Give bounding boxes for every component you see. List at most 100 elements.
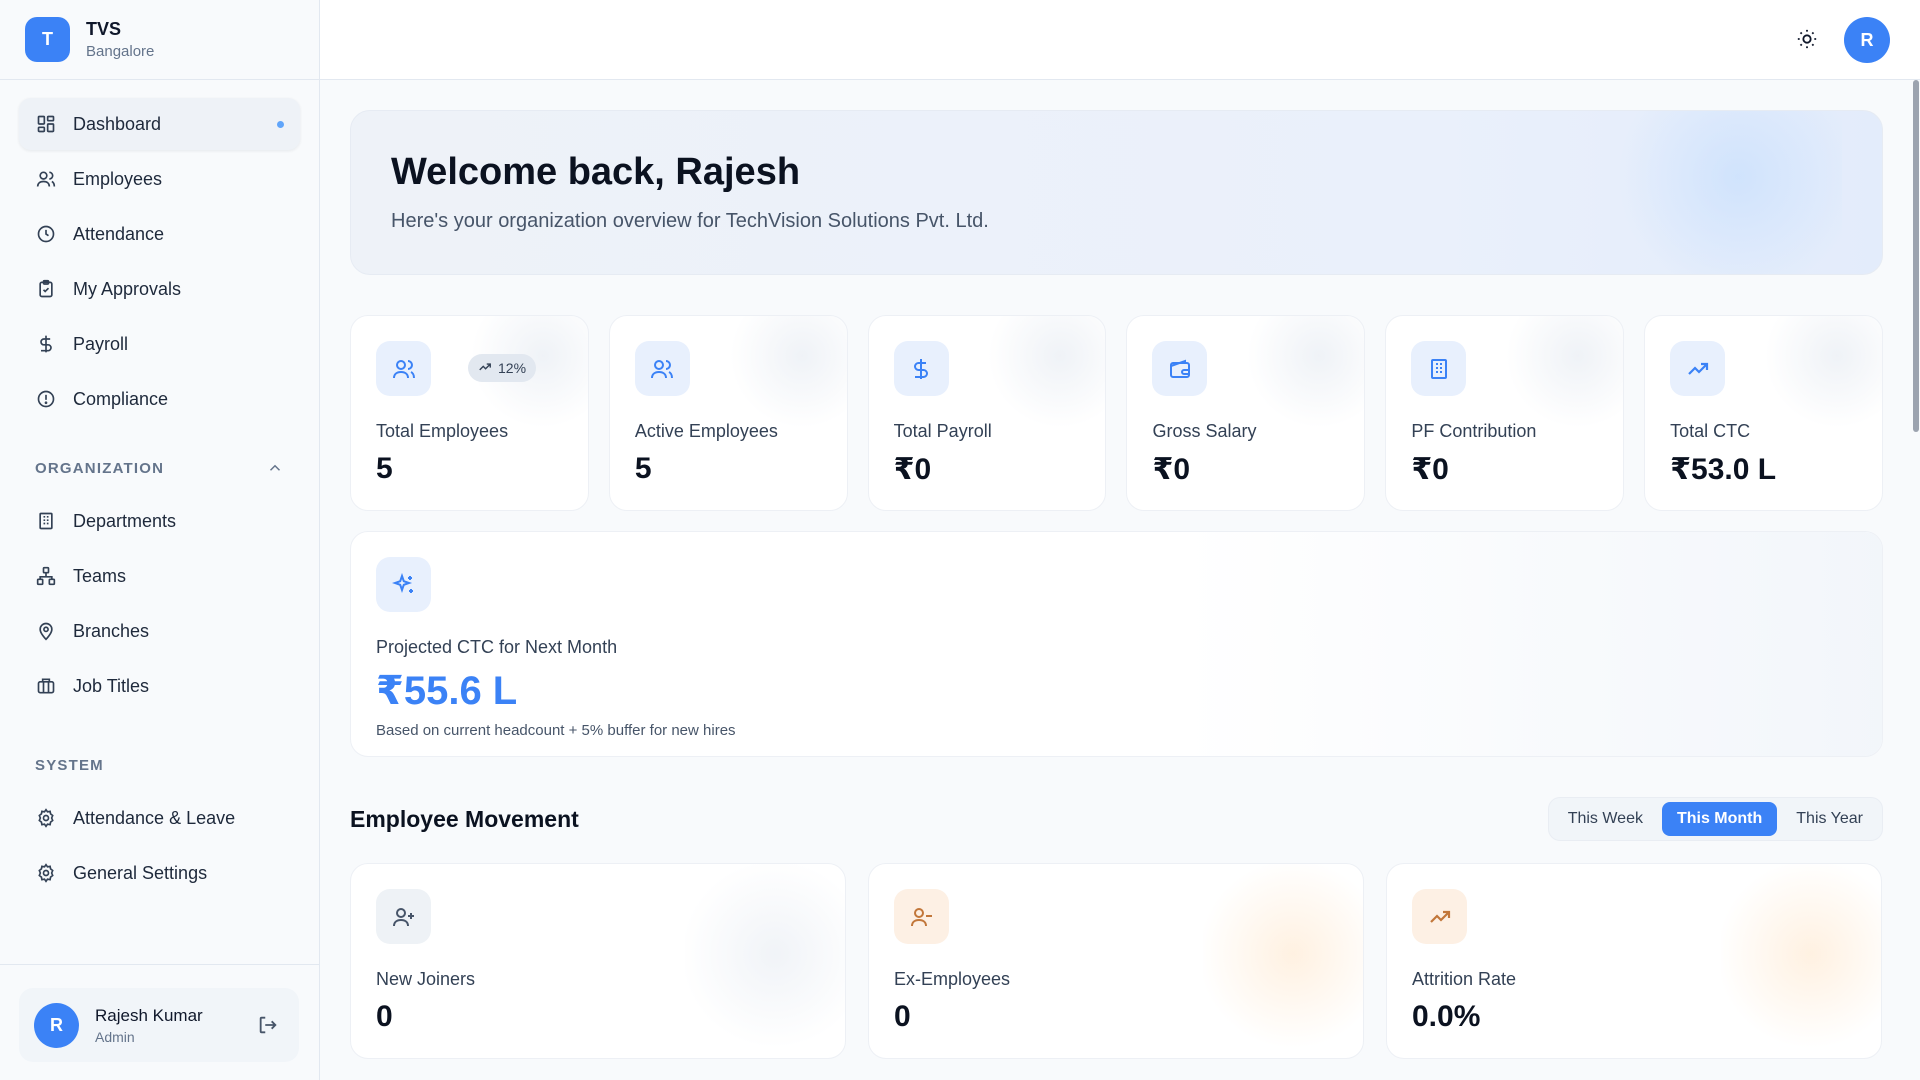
sidebar-item-label: Dashboard: [73, 113, 162, 134]
brand-name: TVS: [86, 19, 122, 39]
sidebar-item-departments[interactable]: Departments: [19, 495, 300, 547]
stat-label: Attrition Rate: [1412, 969, 1517, 989]
sidebar-item-branches[interactable]: Branches: [19, 605, 300, 657]
organization-section-header[interactable]: ORGANIZATION: [35, 455, 300, 481]
avatar[interactable]: R: [1844, 17, 1890, 63]
sidebar-item-label: Departments: [73, 510, 177, 531]
sidebar-item-label: Job Titles: [73, 675, 150, 696]
stat-card-total-employees[interactable]: 12% Total Employees 5: [350, 315, 589, 511]
top-bar: R: [320, 0, 1920, 80]
stat-value: ₹0: [893, 453, 932, 486]
sidebar-item-label: Branches: [73, 620, 150, 641]
stat-label: Total Employees: [376, 421, 509, 441]
stat-label: Ex-Employees: [894, 969, 1011, 989]
scrollbar-thumb[interactable]: [1913, 80, 1919, 432]
stat-label: PF Contribution: [1411, 421, 1537, 441]
page-title: Welcome back, Rajesh: [391, 151, 801, 193]
trending-up-icon: [1412, 889, 1467, 944]
logout-icon[interactable]: [257, 1014, 279, 1036]
brand-location: Bangalore: [86, 43, 155, 60]
system-nav: Attendance & Leave General Settings: [0, 792, 319, 899]
stat-card-total-payroll[interactable]: Total Payroll ₹0: [867, 315, 1107, 511]
stat-value: 5: [376, 452, 393, 485]
stat-value: 0.0%: [1412, 1000, 1481, 1033]
settings-icon: [35, 862, 57, 884]
stat-label: Total CTC: [1670, 421, 1751, 441]
sidebar-item-teams[interactable]: Teams: [19, 550, 300, 602]
stat-card-pf-contribution[interactable]: PF Contribution ₹0: [1385, 315, 1625, 511]
projected-ctc-card[interactable]: Projected CTC for Next Month ₹55.6 L Bas…: [350, 531, 1883, 757]
user-minus-icon: [894, 889, 949, 944]
sidebar-item-dashboard[interactable]: Dashboard: [19, 98, 300, 150]
stat-label: Total Payroll: [893, 421, 992, 441]
clipboard-check-icon: [35, 278, 57, 300]
sidebar-item-label: Employees: [73, 168, 163, 189]
range-this-month[interactable]: This Month: [1661, 802, 1778, 836]
stat-label: Gross Salary: [1152, 421, 1257, 441]
alert-circle-icon: [35, 388, 57, 410]
movement-card-new-joiners[interactable]: New Joiners 0: [350, 863, 846, 1059]
avatar: R: [34, 1002, 79, 1048]
sidebar-item-label: Attendance & Leave: [73, 807, 236, 828]
welcome-banner: Welcome back, Rajesh Here's your organiz…: [350, 110, 1883, 275]
projected-note: Based on current headcount + 5% buffer f…: [376, 722, 736, 739]
sidebar-item-label: My Approvals: [73, 278, 182, 299]
sidebar-item-my-approvals[interactable]: My Approvals: [19, 263, 300, 315]
brand-header: T TVS Bangalore: [0, 0, 319, 80]
divider: [0, 964, 320, 965]
range-this-year[interactable]: This Year: [1796, 810, 1863, 827]
sidebar-item-attendance[interactable]: Attendance: [19, 208, 300, 260]
user-profile-card[interactable]: R Rajesh Kumar Admin: [19, 988, 299, 1062]
stat-label: New Joiners: [376, 969, 476, 989]
range-this-week[interactable]: This Week: [1567, 810, 1643, 827]
stat-value: ₹0: [1411, 453, 1449, 486]
sidebar-item-job-titles[interactable]: Job Titles: [19, 660, 300, 712]
sparkles-icon: [376, 557, 431, 612]
sun-icon[interactable]: [1796, 28, 1820, 52]
sidebar-item-payroll[interactable]: Payroll: [19, 318, 300, 370]
employee-movement-header: Employee Movement This Week This Month T…: [350, 797, 1883, 841]
user-plus-icon: [376, 889, 431, 944]
stat-value: 0: [376, 1000, 393, 1033]
stat-card-total-ctc[interactable]: Total CTC ₹53.0 L: [1644, 315, 1883, 511]
building-icon: [1411, 341, 1467, 396]
network-icon: [35, 565, 57, 587]
building-icon: [35, 510, 57, 532]
section-title: Employee Movement: [350, 805, 579, 832]
movement-card-ex-employees[interactable]: Ex-Employees 0: [868, 863, 1364, 1059]
sidebar-item-general-settings[interactable]: General Settings: [19, 847, 300, 899]
stat-value: ₹53.0 L: [1670, 453, 1777, 486]
wallet-icon: [1152, 341, 1208, 396]
brand-logo: T: [25, 17, 70, 62]
user-role: Admin: [95, 1028, 135, 1045]
section-title: SYSTEM: [35, 756, 104, 774]
chevron-up-icon[interactable]: [266, 459, 284, 477]
trend-value: 12%: [498, 360, 527, 376]
stat-card-active-employees[interactable]: Active Employees 5: [608, 315, 848, 511]
movement-cards: New Joiners 0 Ex-Employees 0 Attrition R…: [350, 863, 1883, 1059]
stat-card-gross-salary[interactable]: Gross Salary ₹0: [1126, 315, 1366, 511]
users-icon: [634, 341, 690, 396]
stat-label: Active Employees: [634, 421, 778, 441]
range-selector: This Week This Month This Year: [1547, 797, 1883, 841]
stat-value: 5: [634, 452, 652, 485]
stat-value: 0: [894, 1000, 911, 1033]
trend-badge: 12%: [468, 354, 537, 382]
sidebar-item-compliance[interactable]: Compliance: [19, 373, 300, 425]
settings-icon: [35, 807, 57, 829]
sidebar-item-employees[interactable]: Employees: [19, 153, 300, 205]
projected-label: Projected CTC for Next Month: [376, 637, 618, 657]
sidebar-item-label: Payroll: [73, 333, 129, 354]
sidebar-item-attendance-leave[interactable]: Attendance & Leave: [19, 792, 300, 844]
sidebar-item-label: Compliance: [73, 388, 169, 409]
clock-icon: [35, 223, 57, 245]
dashboard-grid-icon: [35, 113, 57, 135]
movement-card-attrition-rate[interactable]: Attrition Rate 0.0%: [1386, 863, 1882, 1059]
sidebar-item-label: General Settings: [73, 862, 208, 883]
scrollbar[interactable]: [1912, 80, 1920, 1080]
main-content: Welcome back, Rajesh Here's your organiz…: [350, 110, 1883, 1059]
active-indicator-dot: [277, 121, 284, 128]
trending-up-icon: [1670, 341, 1726, 396]
stats-row: 12% Total Employees 5 Active Employees 5…: [350, 315, 1883, 511]
main-nav: Dashboard Employees Attendance My Approv…: [0, 80, 319, 425]
